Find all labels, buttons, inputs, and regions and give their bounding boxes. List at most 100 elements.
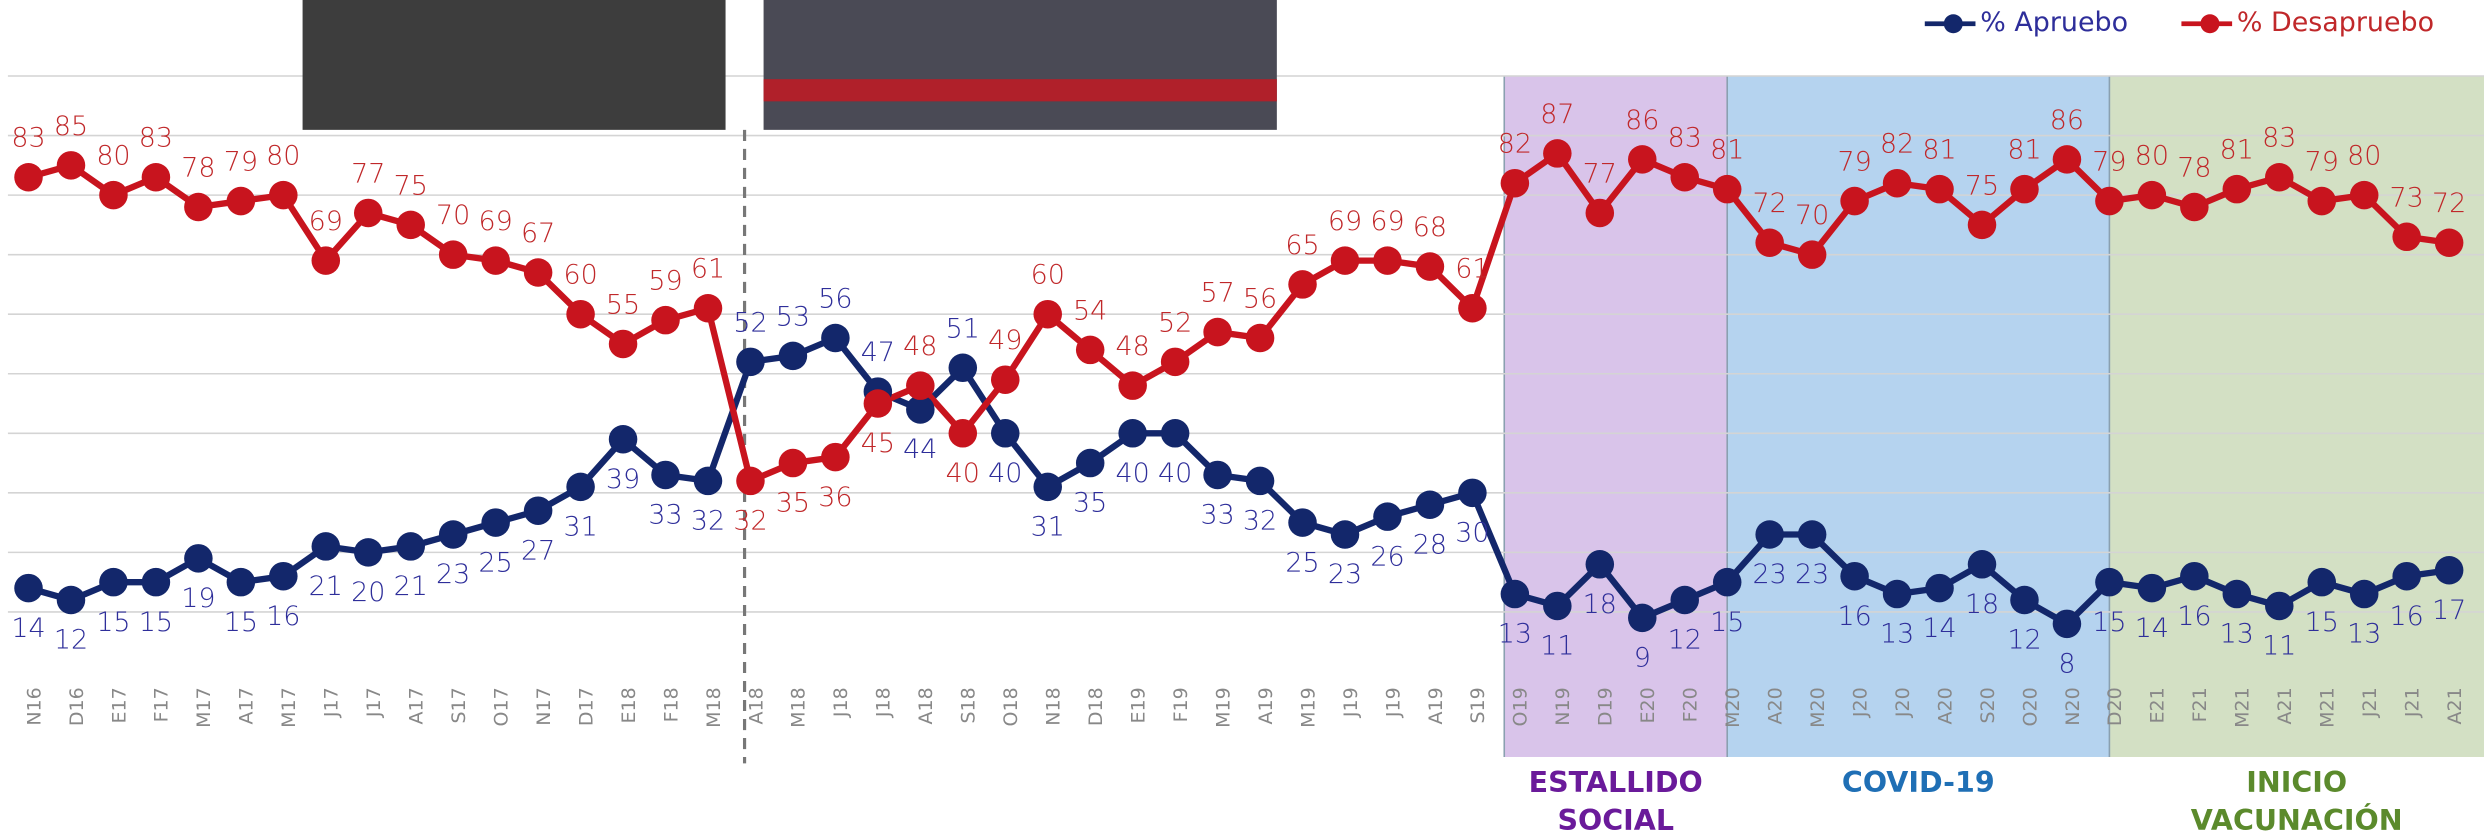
x-tick-label: N16 [23, 687, 45, 725]
data-label: 82 [1498, 129, 1532, 160]
x-tick-label: A17 [406, 687, 428, 724]
point [99, 567, 128, 597]
x-tick-label: E20 [1637, 687, 1659, 723]
data-label: 48 [903, 331, 937, 362]
data-label: 15 [96, 607, 130, 638]
point [353, 198, 383, 228]
data-label: 31 [1031, 512, 1065, 543]
x-tick-label: S19 [1467, 687, 1489, 723]
point [736, 347, 765, 377]
x-tick-label: M19 [1297, 687, 1319, 728]
data-label: 83 [1668, 123, 1702, 154]
data-label: 44 [903, 434, 937, 465]
point [1500, 579, 1530, 609]
data-label: 53 [776, 301, 810, 332]
point [141, 162, 171, 192]
x-tick-label: E17 [108, 687, 130, 723]
data-label: 16 [2177, 601, 2211, 632]
point [2307, 186, 2337, 216]
point [1160, 347, 1190, 377]
x-tick-label: J18 [873, 687, 895, 718]
point [184, 192, 213, 222]
period-label: INICIO [2246, 766, 2347, 799]
data-label: 81 [2220, 135, 2254, 166]
data-label: 13 [1880, 619, 1914, 650]
data-label: 32 [1243, 506, 1277, 537]
data-label: 65 [1285, 230, 1319, 261]
point [1203, 460, 1232, 490]
legend-dot [2200, 14, 2220, 34]
point [2010, 174, 2039, 204]
point [438, 520, 468, 549]
data-label: 56 [818, 284, 852, 315]
data-label: 79 [224, 147, 258, 178]
data-label: 23 [1328, 559, 1362, 590]
x-tick-label: A20 [1934, 687, 1956, 724]
x-tick-label: M21 [2317, 687, 2339, 728]
point [1840, 561, 1869, 591]
x-tick-label: D20 [2104, 687, 2126, 726]
data-label: 15 [2092, 607, 2126, 638]
point [1712, 174, 1742, 204]
point [2349, 579, 2379, 609]
point [1118, 371, 1147, 400]
x-tick-label: M17 [278, 687, 300, 728]
x-tick-label: J18 [830, 687, 852, 718]
data-label: 48 [1116, 331, 1150, 362]
x-tick-label: N18 [1043, 687, 1065, 725]
data-label: 15 [139, 607, 173, 638]
data-label: 45 [861, 428, 895, 459]
point [2265, 591, 2294, 621]
data-label: 16 [2390, 601, 2424, 632]
x-tick-label: N20 [2062, 687, 2084, 725]
data-label: 78 [2177, 153, 2211, 184]
data-label: 49 [988, 325, 1022, 356]
series-line [27, 334, 2450, 627]
data-label: 73 [2390, 182, 2424, 213]
x-tick-label: A19 [1255, 687, 1277, 724]
data-label: 69 [1370, 206, 1404, 237]
point [778, 341, 808, 371]
data-label: 16 [266, 601, 300, 632]
x-tick-label: M18 [703, 687, 725, 728]
point [1755, 520, 1784, 549]
data-label: 54 [1073, 295, 1107, 326]
period-label: ESTALLIDO [1529, 766, 1703, 799]
data-label: 67 [521, 218, 555, 249]
point [2265, 162, 2294, 192]
point [1585, 198, 1615, 228]
point [2392, 222, 2421, 252]
data-label: 35 [1073, 488, 1107, 519]
x-tick-label: F18 [660, 687, 682, 722]
x-tick-label: S17 [448, 687, 470, 723]
data-label: 40 [1158, 458, 1192, 489]
point [1288, 270, 1317, 299]
data-label: 69 [479, 206, 513, 237]
point [311, 246, 341, 275]
point [736, 466, 765, 496]
x-tick-label: J20 [1892, 687, 1914, 718]
data-label: 23 [1753, 559, 1787, 590]
data-label: 39 [606, 464, 640, 495]
point [1245, 466, 1275, 496]
point [311, 532, 341, 561]
x-tick-label: A20 [1765, 687, 1787, 724]
data-label: 68 [1413, 212, 1447, 243]
data-label: 33 [648, 500, 682, 531]
point [1415, 490, 1445, 519]
series-line [27, 150, 2450, 485]
point [1712, 567, 1742, 597]
data-label: 69 [1328, 206, 1362, 237]
point [651, 460, 680, 490]
legend-label: % Desapruebo [2237, 7, 2434, 38]
point [821, 442, 850, 472]
data-label: 70 [436, 200, 470, 231]
data-label: 20 [351, 577, 385, 608]
x-tick-label: F19 [1170, 687, 1192, 722]
data-label: 14 [1922, 613, 1956, 644]
point [821, 323, 850, 353]
data-label: 81 [1710, 135, 1744, 166]
x-tick-label: J20 [1849, 687, 1871, 718]
data-label: 30 [1455, 518, 1489, 549]
period-band [1727, 76, 2110, 757]
